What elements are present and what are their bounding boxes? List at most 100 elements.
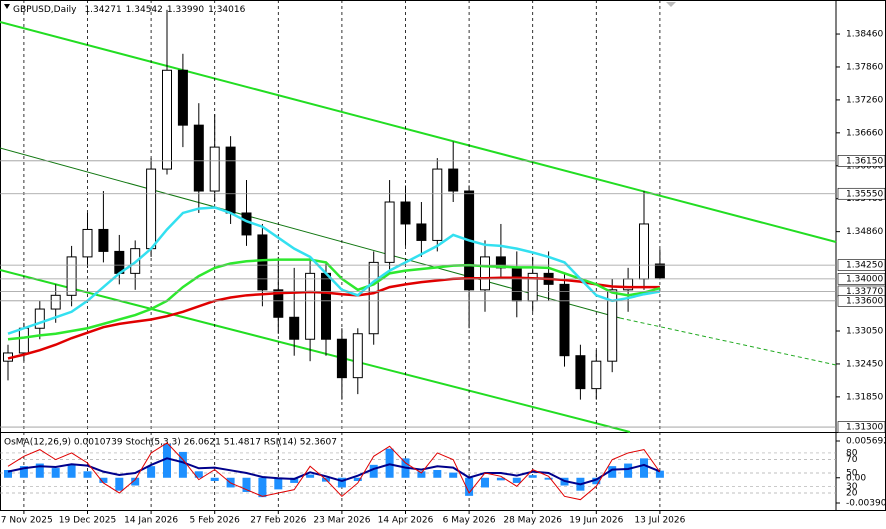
osma-bar bbox=[528, 475, 537, 478]
candle-body bbox=[480, 256, 490, 291]
candle-body bbox=[384, 201, 395, 263]
x-tick-label: 19 Dec 2025 bbox=[59, 516, 117, 526]
osma-bar bbox=[35, 463, 44, 478]
indicator-title: OsMA(12,26,9) 0.0010739 Stoch(5,3,3) 26.… bbox=[4, 438, 337, 448]
level-label-box bbox=[837, 273, 886, 285]
osma-bar bbox=[290, 477, 299, 483]
osma-bar bbox=[496, 477, 505, 481]
candle-body bbox=[257, 234, 268, 291]
y2-tick-label: 70 bbox=[846, 455, 858, 465]
level-label-box bbox=[837, 155, 886, 167]
candle-body bbox=[575, 355, 586, 390]
y-tick-label: 1.33050 bbox=[846, 326, 883, 336]
ohlc-label: 1.34271 bbox=[84, 5, 121, 15]
osma-bar bbox=[655, 470, 664, 478]
y-tick-label: 1.37260 bbox=[846, 95, 883, 105]
osma-bar bbox=[465, 477, 474, 496]
osma-bar bbox=[274, 477, 283, 490]
level-label: 1.34250 bbox=[846, 261, 883, 271]
osma-bar bbox=[481, 477, 489, 488]
candle-body bbox=[193, 124, 204, 192]
moving-average bbox=[7, 258, 661, 341]
level-label: 1.33770 bbox=[846, 287, 883, 297]
y-tick-label: 0.00 bbox=[846, 473, 866, 483]
level-label: 1.35550 bbox=[846, 189, 883, 199]
candle-body bbox=[209, 146, 220, 192]
candle-body bbox=[368, 261, 379, 335]
candle-body bbox=[225, 146, 236, 214]
candle-body bbox=[146, 168, 157, 250]
level-label-box bbox=[837, 259, 886, 271]
x-tick-label: 6 May 2026 bbox=[443, 516, 496, 526]
y-tick-label: 1.34860 bbox=[846, 227, 883, 237]
osma-bar bbox=[67, 464, 76, 478]
level-label-box bbox=[837, 295, 886, 307]
level-label-box bbox=[837, 187, 886, 200]
osma-bar bbox=[608, 466, 617, 478]
osma-bar bbox=[544, 477, 553, 480]
osma-bar bbox=[210, 477, 219, 481]
candle-body bbox=[416, 223, 427, 241]
x-tick-label: 13 Jul 2026 bbox=[634, 516, 685, 526]
channel-line bbox=[0, 21, 837, 243]
osma-bar bbox=[242, 477, 251, 492]
chart-title: GBPUSD,Daily bbox=[13, 5, 77, 15]
osma-bar bbox=[640, 458, 648, 478]
osma-bar bbox=[4, 470, 12, 478]
chart-header: GBPUSD,Daily 1.34271 1.34542 1.33990 1.34016 bbox=[13, 5, 246, 15]
x-tick-label: 19 Jun 2026 bbox=[569, 516, 623, 526]
ohlc-label: 1.34542 bbox=[126, 5, 163, 15]
candle-body bbox=[511, 267, 522, 302]
osma-bar bbox=[51, 468, 60, 478]
candle-body bbox=[66, 256, 77, 296]
osma-bar bbox=[433, 470, 442, 478]
osma-bar bbox=[624, 463, 633, 478]
osma-bar bbox=[592, 477, 601, 485]
indicator-line bbox=[7, 442, 661, 501]
title-icon bbox=[4, 4, 10, 9]
candle-body bbox=[400, 201, 411, 225]
candle-body bbox=[305, 272, 316, 340]
shift-marker bbox=[666, 2, 676, 7]
x-tick-label: 27 Feb 2026 bbox=[250, 516, 306, 526]
level-label: 1.36150 bbox=[846, 156, 883, 166]
candle-body bbox=[289, 316, 300, 340]
candle-body bbox=[18, 327, 29, 354]
candle-body bbox=[241, 212, 252, 236]
y-tick-label: 1.37860 bbox=[846, 62, 883, 72]
osma-bar bbox=[99, 477, 108, 483]
ohlc-label: 1.34016 bbox=[208, 5, 245, 15]
x-tick-label: 28 May 2026 bbox=[503, 516, 562, 526]
osma-bar bbox=[163, 444, 171, 478]
frame bbox=[0, 0, 886, 511]
osma-bar bbox=[337, 477, 346, 488]
candle-body bbox=[336, 338, 347, 379]
candle-body bbox=[448, 168, 459, 192]
candle-body bbox=[82, 228, 93, 258]
y-tick-label: 1.38460 bbox=[846, 30, 883, 40]
level-label: 1.33600 bbox=[846, 296, 883, 306]
y-tick-label: 1.32450 bbox=[846, 359, 883, 369]
y-tick-label: -0.003907 bbox=[846, 498, 886, 508]
level-label: 1.34000 bbox=[846, 274, 883, 284]
candle-body bbox=[607, 289, 618, 362]
osma-bar bbox=[306, 474, 315, 478]
osma-bar bbox=[449, 472, 458, 478]
level-label-box bbox=[837, 421, 886, 433]
candle-body bbox=[559, 283, 570, 357]
channel-line bbox=[0, 269, 631, 433]
candle-body bbox=[352, 333, 363, 379]
channel-mid-extension bbox=[619, 317, 837, 366]
candle-body bbox=[639, 223, 649, 280]
x-tick-label: 14 Apr 2026 bbox=[378, 516, 434, 526]
osma-bar bbox=[385, 448, 394, 478]
osma-bar bbox=[178, 451, 187, 478]
osma-bar bbox=[369, 464, 378, 478]
indicator-line bbox=[7, 457, 661, 486]
osma-bar bbox=[353, 477, 362, 481]
y-tick-label: 0.005692 bbox=[846, 436, 886, 446]
osma-bar bbox=[83, 471, 92, 478]
ohlc-label: 1.33990 bbox=[167, 5, 204, 15]
y2-tick-label: 50 bbox=[846, 468, 858, 478]
